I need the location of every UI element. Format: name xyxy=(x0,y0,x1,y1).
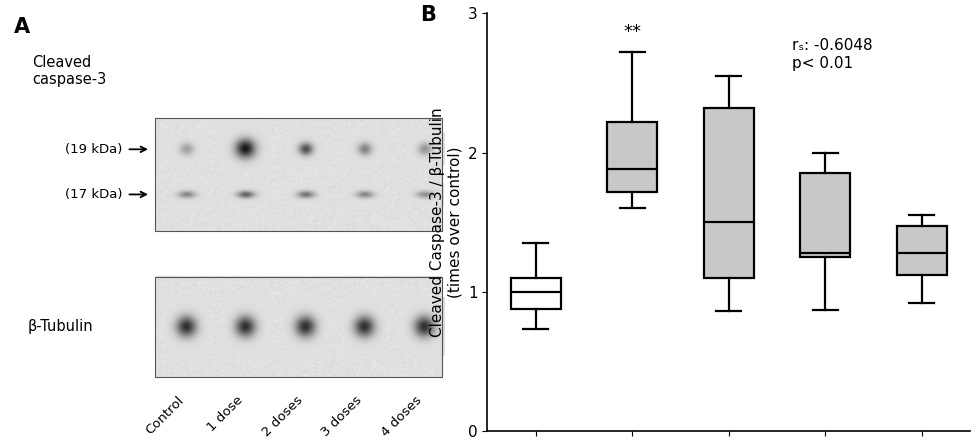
Text: **: ** xyxy=(623,23,641,41)
Text: A: A xyxy=(14,17,30,37)
PathPatch shape xyxy=(897,226,947,275)
Bar xyxy=(155,276,442,377)
Text: B: B xyxy=(419,5,436,25)
Text: 3 doses: 3 doses xyxy=(319,393,365,439)
Bar xyxy=(155,117,442,231)
Text: 1 dose: 1 dose xyxy=(205,393,246,434)
Text: Cleaved
caspase-3: Cleaved caspase-3 xyxy=(31,55,106,88)
Text: 4 doses: 4 doses xyxy=(378,393,424,439)
PathPatch shape xyxy=(704,108,754,278)
PathPatch shape xyxy=(511,278,561,308)
PathPatch shape xyxy=(608,122,658,191)
Text: rₛ: -0.6048
p< 0.01: rₛ: -0.6048 p< 0.01 xyxy=(792,38,872,71)
Text: Control: Control xyxy=(143,393,186,437)
Text: 2 doses: 2 doses xyxy=(260,393,305,439)
Y-axis label: Cleaved Caspase-3 / β-Tubulin
(times over control): Cleaved Caspase-3 / β-Tubulin (times ove… xyxy=(430,107,463,337)
PathPatch shape xyxy=(801,173,851,257)
Text: (19 kDa): (19 kDa) xyxy=(65,143,122,156)
Text: (17 kDa): (17 kDa) xyxy=(65,188,122,201)
Text: β-Tubulin: β-Tubulin xyxy=(27,319,93,334)
